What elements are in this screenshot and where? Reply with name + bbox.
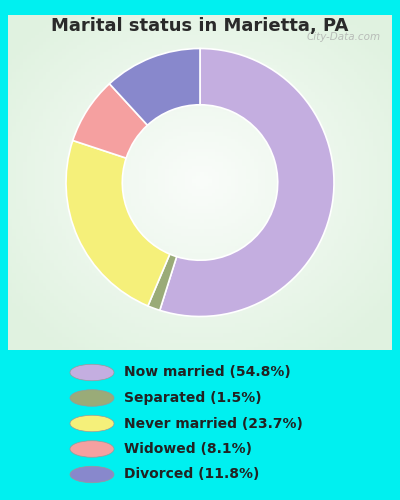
Wedge shape xyxy=(160,48,334,316)
Text: Divorced (11.8%): Divorced (11.8%) xyxy=(124,468,259,481)
Circle shape xyxy=(70,441,114,457)
Text: Widowed (8.1%): Widowed (8.1%) xyxy=(124,442,252,456)
Circle shape xyxy=(70,466,114,483)
Wedge shape xyxy=(66,140,170,306)
Circle shape xyxy=(70,390,114,406)
Text: Never married (23.7%): Never married (23.7%) xyxy=(124,416,303,430)
Wedge shape xyxy=(73,84,148,158)
Text: Now married (54.8%): Now married (54.8%) xyxy=(124,366,291,380)
Circle shape xyxy=(70,364,114,381)
Text: City-Data.com: City-Data.com xyxy=(306,32,380,42)
Text: Marital status in Marietta, PA: Marital status in Marietta, PA xyxy=(51,18,349,36)
Wedge shape xyxy=(148,254,177,310)
Circle shape xyxy=(70,415,114,432)
Wedge shape xyxy=(110,48,200,125)
Text: Separated (1.5%): Separated (1.5%) xyxy=(124,391,262,405)
